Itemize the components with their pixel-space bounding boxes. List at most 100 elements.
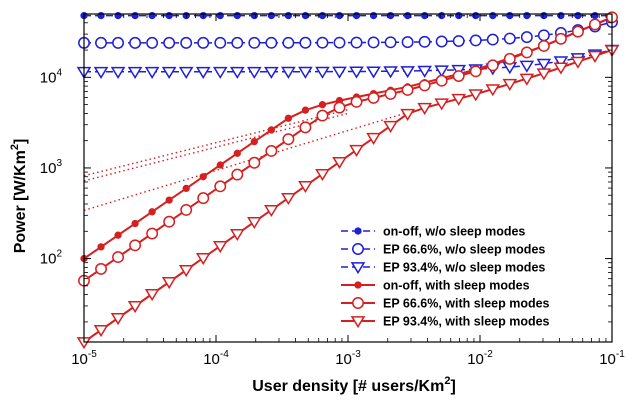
- series-5-point: [146, 227, 159, 240]
- x-tick-label: 10-3: [335, 349, 361, 368]
- series-5-point: [350, 95, 363, 108]
- x-tick-label: 10-1: [599, 349, 625, 368]
- series-2-point: [180, 36, 193, 49]
- series-6-point: [485, 84, 501, 97]
- series-5-point: [554, 32, 567, 45]
- series-3-point: [212, 66, 228, 79]
- series-3-point: [144, 66, 160, 79]
- series-markers: [76, 11, 620, 350]
- series-5-point: [231, 168, 244, 181]
- series-5-point: [503, 52, 516, 65]
- series-2-point: [112, 36, 125, 49]
- series-5-point: [589, 18, 601, 31]
- series-5-point: [571, 25, 584, 38]
- x-tick-exp: -1: [616, 349, 625, 360]
- series-3-point: [247, 66, 262, 79]
- series-6-point: [144, 289, 160, 302]
- series-6-point: [451, 93, 467, 106]
- series-4-point: [267, 126, 276, 134]
- series-6-point: [110, 313, 126, 326]
- y-tick-base: 10: [40, 251, 57, 268]
- series-2-point: [333, 36, 346, 49]
- series-4-point: [114, 231, 122, 239]
- series-2-point: [486, 33, 499, 46]
- series-2-point: [316, 36, 329, 49]
- x-axis-title-main: User density [# users/Km: [252, 378, 444, 395]
- legend-swatch-marker: [350, 316, 366, 329]
- series-3-point: [178, 66, 194, 79]
- x-tick-exp: -2: [484, 349, 493, 360]
- series-4-point: [318, 101, 327, 109]
- series-2-point: [197, 36, 210, 49]
- series-2-point: [146, 36, 159, 49]
- legend-entry: EP 66.6%, w/o sleep modes: [383, 243, 545, 257]
- legend-entry: on-off, w/o sleep modes: [383, 225, 525, 239]
- series-2-point: [282, 36, 295, 49]
- series-3-point: [93, 66, 109, 79]
- series-6-point: [400, 108, 415, 121]
- legend-entry: EP 66.6%, with sleep modes: [383, 297, 550, 311]
- x-tick-label: 10-4: [203, 349, 229, 368]
- axis-ticks: [83, 13, 613, 342]
- series-2-point: [299, 36, 312, 49]
- series-5-point: [248, 156, 261, 169]
- y-tick-base: 10: [40, 69, 57, 86]
- series-6-point: [417, 102, 432, 115]
- legend: on-off, w/o sleep modes EP 66.6%, w/o sle…: [337, 218, 605, 332]
- series-2-point: [350, 36, 363, 49]
- legend-entry: on-off, with sleep modes: [383, 279, 530, 293]
- series-3-point: [127, 66, 143, 79]
- series-2-point: [503, 32, 516, 45]
- x-axis-title-sup: 2: [444, 375, 450, 387]
- y-axis-title-main: Power [W/Km: [12, 150, 29, 253]
- series-3-point: [281, 66, 296, 79]
- x-tick-base: 10: [335, 351, 352, 368]
- series-2-point: [418, 35, 431, 48]
- series-4-point: [131, 219, 139, 228]
- series-2-point: [367, 36, 380, 49]
- series-2-point: [435, 35, 448, 48]
- legend-swatch-marker: [354, 227, 362, 235]
- series-5-point: [163, 215, 176, 228]
- series-2-point: [537, 29, 550, 42]
- series-3-point: [434, 65, 449, 78]
- series-4-point: [199, 173, 207, 181]
- series-3-point: [315, 66, 330, 79]
- series-5-point: [469, 65, 482, 78]
- legend-box: [337, 218, 605, 332]
- series-5-point: [197, 192, 210, 205]
- series-3-point: [536, 58, 552, 71]
- series-6-point: [366, 132, 381, 145]
- series-2-point: [248, 36, 261, 49]
- series-6-point: [229, 228, 245, 242]
- legend-swatch-marker: [352, 297, 364, 309]
- y-tick-exp: 3: [56, 158, 62, 169]
- x-tick-base: 10: [467, 351, 484, 368]
- series-3-point: [383, 66, 398, 79]
- x-tick-base: 10: [71, 351, 88, 368]
- series-6-point: [349, 144, 364, 158]
- series-5-point: [112, 251, 125, 264]
- series-2-point: [265, 36, 278, 49]
- series-5-point: [537, 39, 550, 52]
- y-axis-title-sup: 2: [9, 144, 21, 150]
- series-4-point: [233, 149, 241, 157]
- series-3-point: [553, 56, 569, 69]
- series-4-point: [284, 114, 293, 122]
- series-6-point: [247, 216, 262, 230]
- series-2-point: [401, 36, 414, 49]
- series-6-point: [383, 120, 398, 133]
- y-tick-exp: 2: [56, 249, 62, 260]
- series-6-point: [434, 98, 449, 111]
- x-tick-exp: -5: [88, 349, 97, 360]
- series-3-point: [519, 60, 535, 73]
- series-6-point: [212, 241, 228, 254]
- series-6-point: [127, 301, 143, 314]
- series-6-point: [519, 73, 535, 86]
- series-4-point: [301, 106, 310, 114]
- legend-swatch-marker: [350, 262, 366, 275]
- y-tick-base: 10: [40, 160, 57, 177]
- series-6-point: [195, 253, 211, 266]
